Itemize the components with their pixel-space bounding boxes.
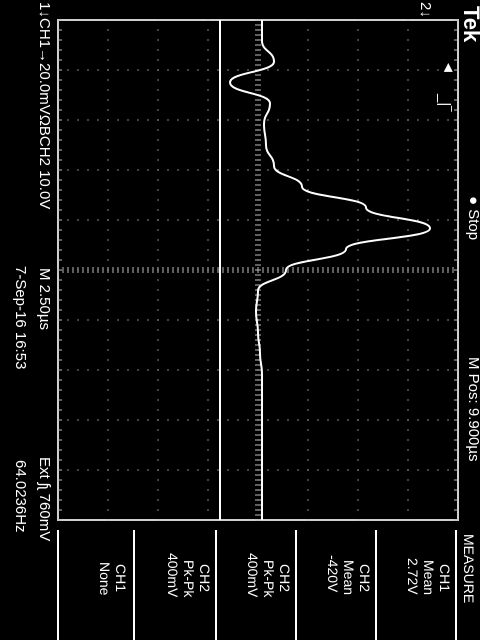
brand-logo: Tek <box>459 6 480 43</box>
trigger-edge-icon: _|‾ <box>436 94 453 112</box>
trigger-level-marker: ◄ <box>440 60 457 75</box>
stop-icon: ● <box>465 196 480 205</box>
measure-item-2-source: CH2 <box>357 564 373 593</box>
ch2-ground-marker: 2↓ <box>417 2 434 18</box>
measure-item-3-value: 400mV <box>245 553 261 598</box>
run-state: ● Stop <box>465 196 480 241</box>
trigger-info: Ext ʃʅ 760mV <box>36 457 53 542</box>
timebase: M 2.50µs <box>36 268 53 330</box>
measure-item-3-source: CH2 <box>277 564 293 593</box>
trigger-frequency: 64.0236Hz <box>12 460 29 533</box>
run-state-label: Stop <box>465 209 480 241</box>
date-time: 7-Sep-16 16:53 <box>12 266 29 370</box>
measure-item-4-source: CH2 <box>197 564 213 593</box>
channel-scales: CH1→20.0mVΩΒCH2 10.0V <box>36 18 53 210</box>
measure-item-1-source: CH1 <box>437 564 453 593</box>
measure-item-5-source: CH1 <box>113 564 129 593</box>
measure-item-1-value: 2.72V <box>405 558 421 595</box>
trace-2 <box>228 20 432 520</box>
measure-item-5-type: None <box>97 562 113 596</box>
measure-title: MEASURE <box>461 534 477 604</box>
horizontal-position: M Pos: 9.900µs <box>465 357 480 462</box>
measure-item-2-type: Mean <box>341 560 357 596</box>
measure-item-4-type: Pk-Pk <box>181 560 197 598</box>
measure-item-2-value: -420V <box>325 555 341 593</box>
measure-item-3-type: Pk-Pk <box>261 560 277 598</box>
measure-item-4-value: 400mV <box>165 553 181 598</box>
waveform-traces <box>219 20 432 520</box>
measure-panel-lines <box>57 530 457 640</box>
measure-item-1-type: Mean <box>421 560 437 596</box>
graticule-grid <box>57 19 459 521</box>
